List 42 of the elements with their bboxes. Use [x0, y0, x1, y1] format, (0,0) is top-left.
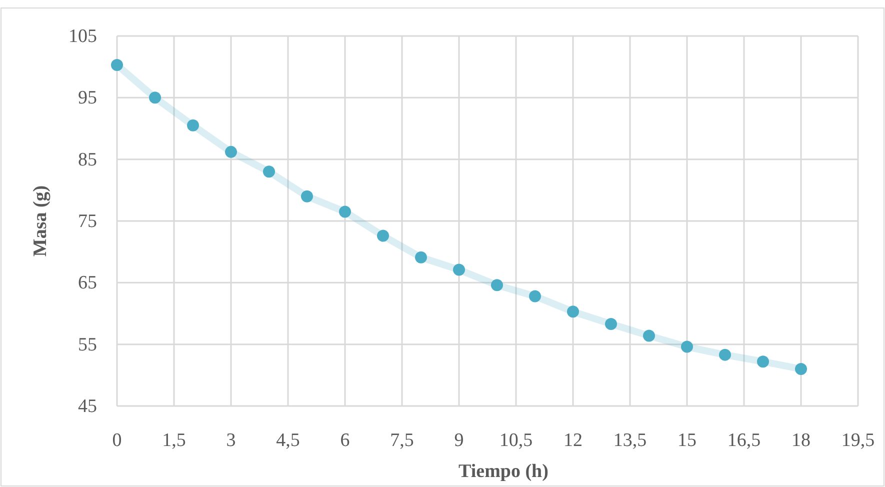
point — [453, 264, 465, 276]
x-tick-label: 9 — [454, 430, 464, 451]
y-tick-label: 95 — [78, 88, 97, 109]
point — [339, 206, 351, 218]
y-tick-label: 65 — [78, 272, 97, 294]
x-tick-label: 13,5 — [613, 430, 647, 451]
y-tick-label: 45 — [78, 396, 97, 417]
point — [795, 363, 807, 375]
point — [757, 356, 769, 368]
point — [415, 251, 427, 264]
point — [149, 92, 161, 104]
x-tick-label: 10,5 — [499, 430, 533, 451]
x-tick-label: 6 — [340, 430, 350, 451]
x-tick-label: 12 — [564, 430, 582, 451]
point — [263, 166, 275, 178]
point — [567, 306, 579, 318]
point — [111, 58, 123, 71]
x-tick-label: 3 — [226, 430, 236, 451]
point — [377, 230, 389, 242]
point — [187, 119, 199, 132]
point — [529, 290, 541, 302]
x-tick-label: 0 — [112, 430, 122, 451]
y-axis-title: Masa (g) — [30, 185, 51, 257]
x-tick-label: 18 — [792, 430, 810, 451]
x-tick-label: 1,5 — [162, 430, 186, 451]
x-tick-label: 7,5 — [390, 430, 414, 451]
x-axis-title: Tiempo (h) — [458, 461, 548, 482]
y-tick-label: 55 — [78, 334, 97, 356]
point — [681, 340, 693, 353]
x-tick-label: 4,5 — [276, 430, 300, 451]
point — [301, 190, 313, 202]
x-tick-label: 16,5 — [727, 430, 761, 451]
y-tick-label: 105 — [68, 26, 97, 47]
point — [491, 279, 503, 292]
x-tick-label: 19,5 — [841, 430, 875, 451]
point — [719, 348, 731, 361]
y-tick-label: 85 — [78, 149, 97, 170]
point — [605, 318, 617, 330]
point — [643, 330, 655, 342]
point — [225, 146, 237, 158]
x-tick-label: 15 — [678, 430, 696, 451]
y-tick-label: 75 — [78, 211, 97, 232]
